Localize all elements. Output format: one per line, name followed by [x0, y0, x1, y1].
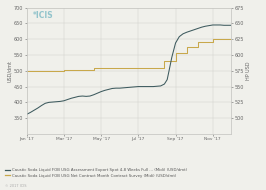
Text: © 2017 ICIS: © 2017 ICIS — [5, 184, 27, 188]
Legend: Caustic Soda Liquid FOB USG Assessment Export Spot 4-8 Weeks Full ... (Midi) (US: Caustic Soda Liquid FOB USG Assessment E… — [5, 169, 187, 178]
Y-axis label: HP USD: HP USD — [246, 62, 251, 80]
Y-axis label: USD/dmt: USD/dmt — [7, 60, 12, 82]
Text: *ICIS: *ICIS — [33, 11, 53, 20]
